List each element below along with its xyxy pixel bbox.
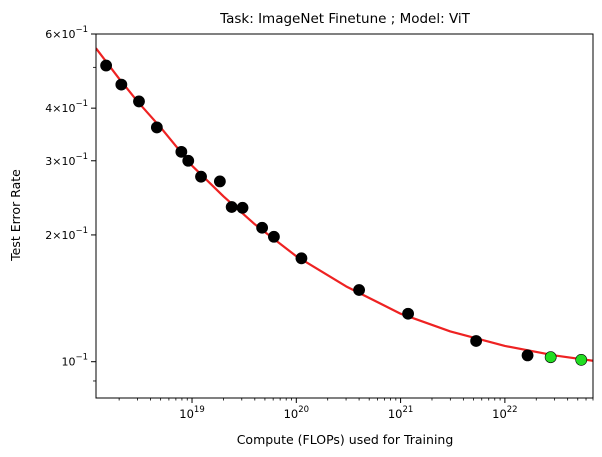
data-point (256, 221, 269, 234)
data-point (213, 175, 226, 188)
y-axis-label: Test Error Rate (8, 169, 23, 262)
plot-frame (95, 33, 594, 399)
x-axis-label: Compute (FLOPs) used for Training (237, 432, 454, 447)
x-tick-label: 1021 (388, 405, 413, 421)
y-tick-label: 2×10−1 (45, 226, 88, 242)
data-point (115, 78, 128, 91)
data-point (295, 252, 308, 265)
highlight-point (544, 351, 557, 364)
plot-layer: 1019 1020 1021 1022 6×10−1 4×10−1 3×10−1 2×10−1… (45, 25, 594, 421)
data-point (268, 230, 280, 243)
data-point (195, 170, 207, 183)
y-tick-label: 4×10−1 (45, 99, 88, 115)
y-tick-label: 6×10−1 (45, 25, 88, 41)
data-point (402, 307, 414, 320)
data-point (182, 154, 195, 167)
x-tick-label: 1022 (492, 405, 517, 421)
data-point (100, 59, 113, 72)
data-point (150, 121, 163, 134)
y-tick-label: 10−1 (61, 353, 88, 369)
highlight-point (575, 353, 588, 366)
x-tick-label: 1020 (284, 405, 309, 421)
data-point (521, 349, 534, 362)
x-tick-label: 1019 (179, 405, 204, 421)
data-point (470, 335, 483, 347)
fit-curve (96, 47, 593, 362)
data-point (236, 201, 249, 214)
data-point (175, 145, 188, 158)
data-point (353, 284, 365, 296)
data-point (225, 201, 238, 213)
data-point (133, 95, 145, 108)
chart-title: Task: ImageNet Finetune ; Model: ViT (219, 11, 471, 27)
y-tick-label: 3×10−1 (45, 152, 88, 168)
